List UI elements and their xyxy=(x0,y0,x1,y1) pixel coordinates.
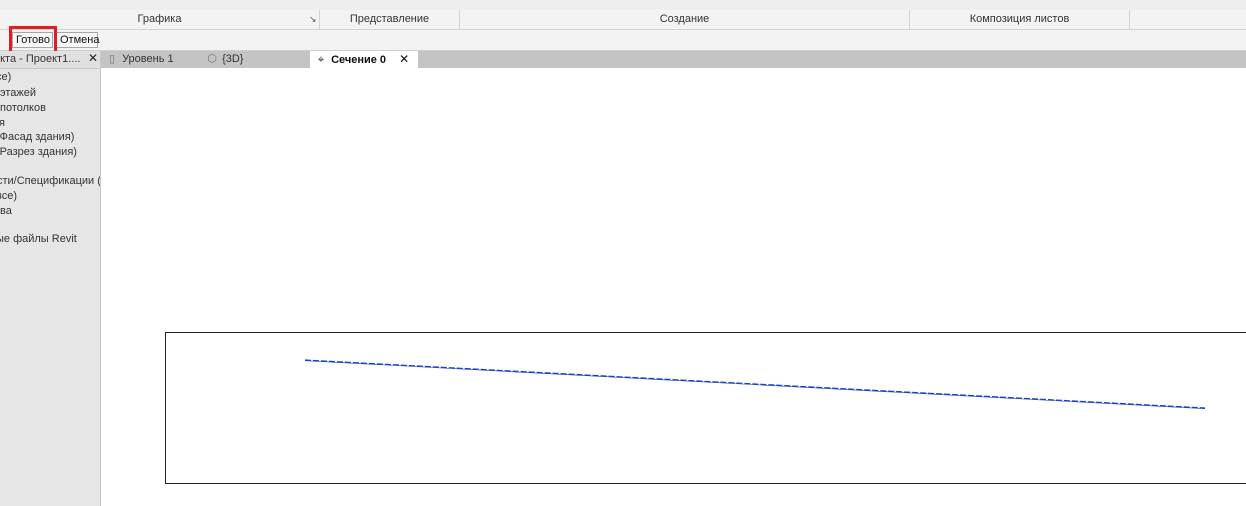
panel-title-view[interactable]: Представление xyxy=(320,10,460,29)
tab-3d[interactable]: ⬡ {3D} xyxy=(205,51,305,68)
browser-tree-item[interactable]: этажей xyxy=(0,87,37,99)
project-browser-header: екта - Проект1.... ✕ xyxy=(0,51,100,69)
browser-tree-item[interactable]: потолков xyxy=(0,102,46,114)
3d-view-icon: ⬡ xyxy=(207,53,217,65)
project-browser: екта - Проект1.... ✕ се) этажей потолков… xyxy=(0,51,101,506)
tab-close-icon[interactable]: ✕ xyxy=(399,52,410,66)
panel-title-sheet-composition[interactable]: Композиция листов xyxy=(910,10,1130,29)
finish-button[interactable]: Готово xyxy=(12,32,53,48)
ribbon-panel-titles: Графика ↘ Представление Создание Компози… xyxy=(0,10,1246,30)
browser-tree-item[interactable]: сти/Спецификации ( xyxy=(0,175,101,187)
edit-mode-bar: Готово Отмена xyxy=(0,30,1246,51)
browser-tree-item[interactable]: все) xyxy=(0,190,18,202)
sketch-line-edge xyxy=(304,360,1206,409)
tab-section-0[interactable]: ⌖ Сечение 0 ✕ xyxy=(310,51,418,68)
project-browser-close-icon[interactable]: ✕ xyxy=(87,51,98,65)
view-tab-bar: ▯ Уровень 1 ⬡ {3D} ⌖ Сечение 0 ✕ xyxy=(101,51,1246,68)
tab-label: {3D} xyxy=(222,53,244,65)
tab-label: Сечение 0 xyxy=(331,54,387,66)
floor-plan-icon: ▯ xyxy=(108,53,116,65)
browser-tree-item[interactable]: ва xyxy=(0,205,12,217)
ribbon-top xyxy=(0,0,1246,10)
panel-title-graphics[interactable]: Графика xyxy=(0,10,320,29)
tab-level-1[interactable]: ▯ Уровень 1 xyxy=(105,51,205,68)
section-view-icon: ⌖ xyxy=(317,54,325,66)
sketch-line[interactable] xyxy=(304,359,1206,409)
project-browser-title: екта - Проект1.... xyxy=(0,53,81,65)
drawing-canvas[interactable] xyxy=(101,68,1246,506)
browser-tree-item[interactable]: я xyxy=(0,117,5,129)
browser-tree-item[interactable]: (Разрез здания) xyxy=(0,146,77,158)
browser-tree-item[interactable]: ые файлы Revit xyxy=(0,233,77,245)
tab-label: Уровень 1 xyxy=(122,53,174,65)
panel-title-create[interactable]: Создание xyxy=(460,10,910,29)
browser-tree-item[interactable]: (Фасад здания) xyxy=(0,131,75,143)
view-crop-region[interactable] xyxy=(165,332,1246,484)
panel-launcher-icon[interactable]: ↘ xyxy=(309,14,317,24)
browser-tree-item[interactable]: се) xyxy=(0,71,12,83)
